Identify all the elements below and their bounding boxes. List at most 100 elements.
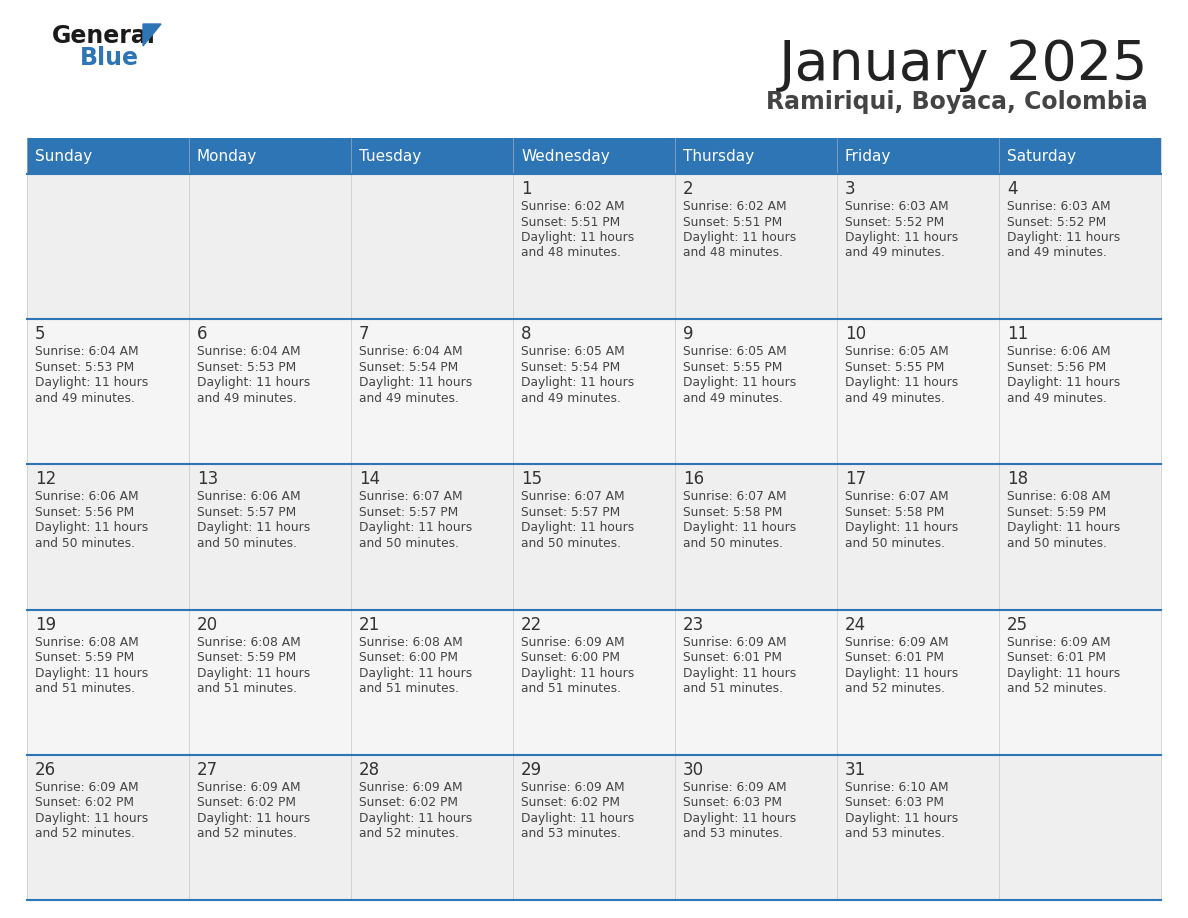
Text: 5: 5 — [34, 325, 45, 343]
Text: and 51 minutes.: and 51 minutes. — [683, 682, 783, 695]
Text: 24: 24 — [845, 616, 866, 633]
Text: Sunset: 5:58 PM: Sunset: 5:58 PM — [683, 506, 783, 519]
Text: 6: 6 — [197, 325, 208, 343]
Text: Daylight: 11 hours: Daylight: 11 hours — [683, 812, 796, 824]
Text: 11: 11 — [1007, 325, 1029, 343]
Text: 18: 18 — [1007, 470, 1028, 488]
Text: and 50 minutes.: and 50 minutes. — [522, 537, 621, 550]
Text: Sunset: 6:02 PM: Sunset: 6:02 PM — [34, 796, 134, 810]
Text: 8: 8 — [522, 325, 531, 343]
Text: Monday: Monday — [197, 149, 258, 163]
Text: Sunset: 5:56 PM: Sunset: 5:56 PM — [34, 506, 134, 519]
Text: 27: 27 — [197, 761, 219, 778]
Bar — [27, 610, 1161, 755]
Text: Sunset: 6:01 PM: Sunset: 6:01 PM — [845, 651, 944, 664]
Text: Sunrise: 6:08 AM: Sunrise: 6:08 AM — [1007, 490, 1111, 503]
Text: Daylight: 11 hours: Daylight: 11 hours — [197, 812, 310, 824]
Text: Sunrise: 6:07 AM: Sunrise: 6:07 AM — [522, 490, 625, 503]
Text: Sunset: 6:02 PM: Sunset: 6:02 PM — [197, 796, 296, 810]
Text: 9: 9 — [683, 325, 694, 343]
Text: Sunset: 5:51 PM: Sunset: 5:51 PM — [522, 216, 620, 229]
Text: Sunset: 5:57 PM: Sunset: 5:57 PM — [359, 506, 459, 519]
Text: Daylight: 11 hours: Daylight: 11 hours — [34, 666, 148, 679]
Text: Sunset: 5:52 PM: Sunset: 5:52 PM — [1007, 216, 1106, 229]
Text: Daylight: 11 hours: Daylight: 11 hours — [359, 376, 473, 389]
Text: Daylight: 11 hours: Daylight: 11 hours — [845, 812, 959, 824]
Text: Sunset: 5:59 PM: Sunset: 5:59 PM — [197, 651, 296, 664]
Text: Sunrise: 6:04 AM: Sunrise: 6:04 AM — [197, 345, 301, 358]
Text: Sunrise: 6:09 AM: Sunrise: 6:09 AM — [683, 781, 786, 794]
Text: Daylight: 11 hours: Daylight: 11 hours — [359, 812, 473, 824]
Text: Daylight: 11 hours: Daylight: 11 hours — [683, 666, 796, 679]
Text: and 50 minutes.: and 50 minutes. — [845, 537, 944, 550]
Text: and 51 minutes.: and 51 minutes. — [197, 682, 297, 695]
Text: 28: 28 — [359, 761, 380, 778]
Text: Sunrise: 6:06 AM: Sunrise: 6:06 AM — [1007, 345, 1111, 358]
Text: Sunset: 5:57 PM: Sunset: 5:57 PM — [522, 506, 620, 519]
Text: Daylight: 11 hours: Daylight: 11 hours — [197, 666, 310, 679]
Text: and 53 minutes.: and 53 minutes. — [845, 827, 944, 840]
Text: Sunset: 6:01 PM: Sunset: 6:01 PM — [683, 651, 782, 664]
Bar — [27, 174, 1161, 319]
Text: Daylight: 11 hours: Daylight: 11 hours — [522, 231, 634, 244]
Text: 23: 23 — [683, 616, 704, 633]
Text: Daylight: 11 hours: Daylight: 11 hours — [845, 376, 959, 389]
Text: 13: 13 — [197, 470, 219, 488]
Text: Sunrise: 6:03 AM: Sunrise: 6:03 AM — [845, 200, 949, 213]
Text: Saturday: Saturday — [1007, 149, 1076, 163]
Text: 1: 1 — [522, 180, 531, 198]
Text: 17: 17 — [845, 470, 866, 488]
Text: 4: 4 — [1007, 180, 1017, 198]
Text: Wednesday: Wednesday — [522, 149, 609, 163]
Text: Sunrise: 6:09 AM: Sunrise: 6:09 AM — [34, 781, 139, 794]
Bar — [27, 319, 1161, 465]
Text: Daylight: 11 hours: Daylight: 11 hours — [34, 812, 148, 824]
Text: Daylight: 11 hours: Daylight: 11 hours — [683, 231, 796, 244]
Text: Sunrise: 6:06 AM: Sunrise: 6:06 AM — [34, 490, 139, 503]
Text: Sunset: 6:02 PM: Sunset: 6:02 PM — [522, 796, 620, 810]
Text: Sunrise: 6:05 AM: Sunrise: 6:05 AM — [845, 345, 949, 358]
Text: Sunset: 5:55 PM: Sunset: 5:55 PM — [683, 361, 783, 374]
Text: Sunset: 6:01 PM: Sunset: 6:01 PM — [1007, 651, 1106, 664]
Text: Sunday: Sunday — [34, 149, 93, 163]
Text: and 49 minutes.: and 49 minutes. — [1007, 247, 1107, 260]
Text: and 50 minutes.: and 50 minutes. — [683, 537, 783, 550]
Bar — [27, 465, 1161, 610]
Text: and 49 minutes.: and 49 minutes. — [34, 392, 135, 405]
Text: and 51 minutes.: and 51 minutes. — [34, 682, 135, 695]
Text: 12: 12 — [34, 470, 56, 488]
Text: Sunset: 6:02 PM: Sunset: 6:02 PM — [359, 796, 459, 810]
Text: and 50 minutes.: and 50 minutes. — [197, 537, 297, 550]
Text: Sunrise: 6:05 AM: Sunrise: 6:05 AM — [683, 345, 786, 358]
Text: Daylight: 11 hours: Daylight: 11 hours — [359, 666, 473, 679]
Text: 26: 26 — [34, 761, 56, 778]
Text: Sunrise: 6:07 AM: Sunrise: 6:07 AM — [359, 490, 462, 503]
Text: and 49 minutes.: and 49 minutes. — [1007, 392, 1107, 405]
Text: and 49 minutes.: and 49 minutes. — [359, 392, 459, 405]
Text: 31: 31 — [845, 761, 866, 778]
Text: Ramiriqui, Boyaca, Colombia: Ramiriqui, Boyaca, Colombia — [766, 90, 1148, 114]
Text: Sunrise: 6:02 AM: Sunrise: 6:02 AM — [683, 200, 786, 213]
Bar — [27, 755, 1161, 900]
Text: Sunrise: 6:10 AM: Sunrise: 6:10 AM — [845, 781, 949, 794]
Text: and 52 minutes.: and 52 minutes. — [197, 827, 297, 840]
Text: Sunset: 5:51 PM: Sunset: 5:51 PM — [683, 216, 782, 229]
Text: Sunset: 5:57 PM: Sunset: 5:57 PM — [197, 506, 296, 519]
Text: Daylight: 11 hours: Daylight: 11 hours — [683, 376, 796, 389]
Text: Sunset: 5:59 PM: Sunset: 5:59 PM — [34, 651, 134, 664]
Text: and 50 minutes.: and 50 minutes. — [34, 537, 135, 550]
Text: and 53 minutes.: and 53 minutes. — [683, 827, 783, 840]
Text: Sunset: 5:59 PM: Sunset: 5:59 PM — [1007, 506, 1106, 519]
Text: and 49 minutes.: and 49 minutes. — [845, 247, 944, 260]
Text: Sunset: 6:03 PM: Sunset: 6:03 PM — [683, 796, 782, 810]
Text: Sunrise: 6:08 AM: Sunrise: 6:08 AM — [359, 635, 463, 649]
Text: Daylight: 11 hours: Daylight: 11 hours — [522, 666, 634, 679]
Text: and 50 minutes.: and 50 minutes. — [1007, 537, 1107, 550]
Text: Sunrise: 6:02 AM: Sunrise: 6:02 AM — [522, 200, 625, 213]
Text: Sunset: 5:53 PM: Sunset: 5:53 PM — [34, 361, 134, 374]
Text: 2: 2 — [683, 180, 694, 198]
Text: and 49 minutes.: and 49 minutes. — [197, 392, 297, 405]
Text: Daylight: 11 hours: Daylight: 11 hours — [845, 231, 959, 244]
Text: 21: 21 — [359, 616, 380, 633]
Text: and 51 minutes.: and 51 minutes. — [359, 682, 459, 695]
